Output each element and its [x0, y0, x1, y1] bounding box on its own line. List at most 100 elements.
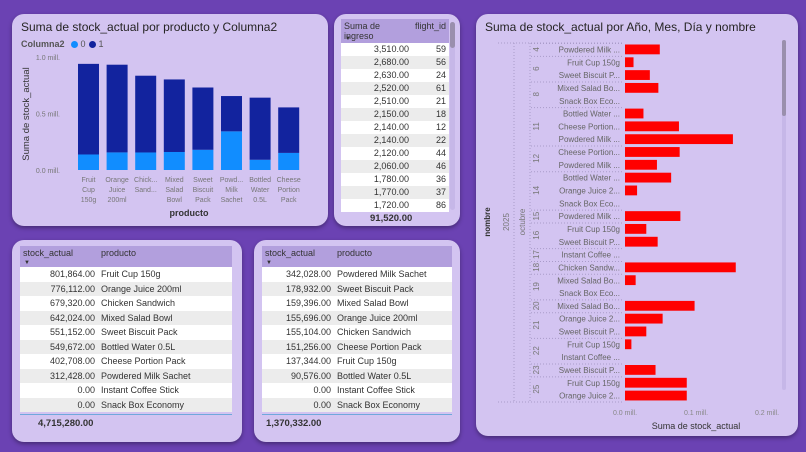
bar-segment-series-1[interactable]	[249, 97, 271, 160]
category-label[interactable]: Orange Juice 2...	[559, 392, 620, 401]
bar[interactable]	[625, 275, 636, 286]
table-row[interactable]: 155,104.00 Chicken Sandwich	[262, 325, 452, 340]
category-label[interactable]: Sweet Biscuit P...	[559, 71, 620, 80]
table-row[interactable]: 0.00 Instant Coffee Stick	[262, 383, 452, 398]
table-row[interactable]: 0.00 Snack Box Economy	[262, 397, 452, 412]
category-label[interactable]: Orange Juice 2...	[559, 315, 620, 324]
bar-segment-series-1[interactable]	[221, 96, 242, 132]
bar-segment-series-1[interactable]	[78, 63, 99, 155]
bar[interactable]	[625, 44, 660, 55]
category-label[interactable]: Snack Box Eco...	[559, 97, 620, 106]
column-header-ingreso[interactable]: Suma de ingreso ▼	[341, 19, 412, 43]
table-row[interactable]: 155,696.00 Orange Juice 200ml	[262, 310, 452, 325]
bar[interactable]	[625, 211, 681, 221]
column-header-flight-id[interactable]: flight_id	[411, 19, 449, 43]
table-row[interactable]: 2,510.00 21	[341, 95, 449, 108]
table-row[interactable]: 178,932.00 Sweet Biscuit Pack	[262, 281, 452, 296]
table-row[interactable]: 679,320.00 Chicken Sandwich	[20, 296, 232, 311]
category-label[interactable]: Cheese Portion...	[558, 148, 620, 157]
bar-segment-series-0[interactable]	[221, 131, 242, 170]
bar-segment-series-1[interactable]	[163, 79, 185, 152]
bar[interactable]	[625, 223, 647, 234]
day-label[interactable]: 11	[532, 122, 541, 131]
bar[interactable]	[625, 82, 659, 93]
table-row[interactable]: 1,720.00 86	[341, 199, 449, 212]
category-label[interactable]: Snack Box Eco...	[559, 289, 620, 298]
category-label[interactable]: Sweet Biscuit P...	[559, 328, 620, 337]
bar-segment-series-1[interactable]	[106, 64, 128, 153]
day-label[interactable]: 16	[532, 230, 541, 239]
table-row[interactable]: 1,780.00 36	[341, 173, 449, 186]
bar[interactable]	[625, 313, 663, 324]
category-label[interactable]: Fruit Cup 150g	[567, 379, 620, 388]
bar-segment-series-0[interactable]	[163, 151, 185, 170]
table-row[interactable]: 551,152.00 Sweet Biscuit Pack	[20, 325, 232, 340]
bar-segment-series-0[interactable]	[278, 152, 300, 170]
bar[interactable]	[625, 70, 650, 80]
bar[interactable]	[625, 172, 672, 183]
bar-segment-series-0[interactable]	[106, 152, 128, 170]
table-row[interactable]: 402,708.00 Cheese Portion Pack	[20, 354, 232, 369]
legend-label-1[interactable]: 1	[98, 39, 104, 49]
category-label[interactable]: Sweet Biscuit P...	[559, 238, 620, 247]
stacked-column-card[interactable]: Suma de stock_actual por producto y Colu…	[12, 14, 328, 226]
sort-desc-icon[interactable]: ▼	[345, 36, 351, 42]
month-label[interactable]: octubre	[518, 208, 527, 235]
category-label[interactable]: Mixed Salad Bo...	[557, 276, 620, 285]
bar-segment-series-0[interactable]	[249, 159, 271, 170]
table-row[interactable]: 151,256.00 Cheese Portion Pack	[262, 339, 452, 354]
bar-segment-series-1[interactable]	[278, 107, 300, 153]
column-header-stock[interactable]: stock_actual ▼	[262, 246, 334, 267]
day-label[interactable]: 21	[532, 320, 541, 329]
hierarchy-bar-card[interactable]: Suma de stock_actual por Año, Mes, Día y…	[476, 14, 798, 436]
day-label[interactable]: 17	[532, 250, 541, 259]
bar[interactable]	[625, 365, 656, 375]
category-label[interactable]: Mixed Salad Bo...	[557, 302, 620, 311]
category-label[interactable]: Chicken Sandw...	[558, 263, 620, 272]
table-row[interactable]: 2,140.00 12	[341, 121, 449, 134]
table-row[interactable]: 0.00 Instant Coffee Stick	[20, 383, 232, 398]
category-label[interactable]: Fruit Cup 150g	[567, 340, 620, 349]
category-label[interactable]: Fruit Cup 150g	[567, 225, 620, 234]
table-row[interactable]: 642,024.00 Mixed Salad Bowl	[20, 310, 232, 325]
category-label[interactable]: Cheese Portion...	[558, 122, 620, 131]
day-label[interactable]: 4	[532, 47, 541, 52]
column-header-producto[interactable]: producto	[334, 246, 452, 267]
bar[interactable]	[625, 390, 687, 401]
table-row[interactable]: 2,120.00 44	[341, 147, 449, 160]
table-row[interactable]: 2,140.00 22	[341, 134, 449, 147]
bar[interactable]	[625, 159, 657, 170]
table-row[interactable]: 776,112.00 Orange Juice 200ml	[20, 281, 232, 296]
sort-desc-icon[interactable]: ▼	[266, 260, 272, 266]
day-label[interactable]: 18	[532, 262, 541, 271]
category-label[interactable]: Orange Juice 2...	[559, 187, 620, 196]
vertical-scrollbar[interactable]	[782, 40, 786, 390]
bar-segment-series-1[interactable]	[135, 75, 157, 153]
table-row[interactable]: 2,680.00 56	[341, 56, 449, 69]
table-row[interactable]: 2,060.00 46	[341, 160, 449, 173]
table-row[interactable]: 342,028.00 Powdered Milk Sachet	[262, 267, 452, 282]
day-label[interactable]: 12	[532, 153, 541, 162]
bar[interactable]	[625, 147, 680, 157]
table-row[interactable]: 2,150.00 18	[341, 108, 449, 121]
day-label[interactable]: 25	[532, 384, 541, 393]
category-label[interactable]: Instant Coffee ...	[561, 353, 620, 362]
bar[interactable]	[625, 134, 733, 145]
bar[interactable]	[625, 300, 695, 311]
bar-segment-series-1[interactable]	[192, 87, 214, 150]
column-header-stock[interactable]: stock_actual ▼	[20, 246, 98, 267]
day-label[interactable]: 19	[532, 282, 541, 291]
bar[interactable]	[625, 57, 634, 68]
category-label[interactable]: Sweet Biscuit P...	[559, 366, 620, 375]
day-label[interactable]: 14	[532, 185, 541, 194]
bar[interactable]	[625, 377, 687, 388]
day-label[interactable]: 15	[532, 211, 541, 220]
category-label[interactable]: Fruit Cup 150g	[567, 58, 620, 67]
day-label[interactable]: 23	[532, 365, 541, 374]
day-label[interactable]: 8	[532, 92, 541, 97]
day-label[interactable]: 6	[532, 66, 541, 71]
table-row[interactable]: 1,770.00 37	[341, 186, 449, 199]
table-row[interactable]: 90,576.00 Bottled Water 0.5L	[262, 368, 452, 383]
category-label[interactable]: Powdered Milk ...	[559, 161, 620, 170]
table-row[interactable]: 801,864.00 Fruit Cup 150g	[20, 267, 232, 282]
